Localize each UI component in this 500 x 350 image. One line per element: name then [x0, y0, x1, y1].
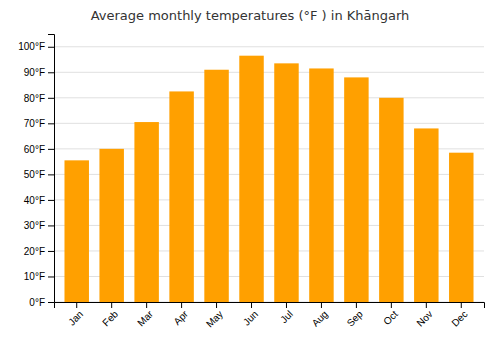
- y-tick-mark: [48, 251, 54, 252]
- bar: [379, 98, 403, 302]
- x-tick-mark: [286, 302, 287, 308]
- bar: [274, 63, 298, 302]
- grid-line: [54, 72, 484, 73]
- y-tick-mark: [48, 225, 54, 226]
- x-tick-mark: [111, 302, 112, 308]
- bar: [169, 91, 193, 302]
- x-tick-mark: [181, 302, 182, 308]
- y-tick: 100°F: [18, 41, 54, 52]
- x-tick-label: Jan: [66, 308, 85, 327]
- y-tick-mark: [48, 149, 54, 150]
- grid-line: [54, 46, 484, 47]
- y-tick: 30°F: [24, 220, 54, 231]
- y-tick-label: 40°F: [24, 195, 45, 206]
- y-tick: 60°F: [24, 144, 54, 155]
- grid-line: [54, 97, 484, 98]
- grid-line: [54, 123, 484, 124]
- x-tick-label: Feb: [100, 308, 120, 328]
- x-tick: Jul: [278, 302, 295, 325]
- x-tick-mark: [146, 302, 147, 308]
- bar: [414, 128, 438, 302]
- y-tick: 0°F: [29, 297, 54, 308]
- x-tick: Dec: [449, 302, 469, 329]
- y-tick-mark: [48, 200, 54, 201]
- x-tick-label: Aug: [310, 308, 330, 328]
- x-tick: Jun: [241, 302, 260, 328]
- y-tick-mark: [48, 123, 54, 124]
- bars: [64, 56, 473, 302]
- x-tick-label: Sep: [345, 308, 366, 329]
- x-tick-mark: [426, 302, 427, 308]
- x-tick-label: Mar: [135, 308, 155, 328]
- x-tick-mark: [391, 302, 392, 308]
- bar: [239, 56, 263, 302]
- y-tick: 80°F: [24, 93, 54, 104]
- y-tick-label: 10°F: [24, 271, 45, 282]
- x-tick: Nov: [414, 302, 434, 329]
- bar: [204, 70, 228, 302]
- x-tick-mark: [76, 302, 77, 308]
- bar: [99, 149, 123, 302]
- x-tick: Jan: [66, 302, 85, 328]
- x-tick: Oct: [381, 302, 400, 327]
- x-tick: Mar: [135, 302, 155, 328]
- x-tick-mark: [251, 302, 252, 308]
- y-tick-label: 20°F: [24, 246, 45, 257]
- x-tick: Apr: [171, 302, 190, 327]
- y-tick-label: 90°F: [24, 67, 45, 78]
- y-tick-label: 60°F: [24, 144, 45, 155]
- y-tick: 10°F: [24, 271, 54, 282]
- x-tick: Feb: [100, 302, 120, 328]
- chart-container: 0°F 10°F 20°F 30°F 40°F 50°F 60°F 70°F 80°F 90°F 1…: [0, 0, 500, 350]
- bar: [449, 153, 473, 302]
- plot-area: 0°F 10°F 20°F 30°F 40°F 50°F 60°F 70°F 80°F 90°F 1…: [18, 35, 484, 330]
- x-tick-label: May: [204, 308, 225, 329]
- y-tick-label: 70°F: [24, 118, 45, 129]
- y-axis: 0°F 10°F 20°F 30°F 40°F 50°F 60°F 70°F 80°F 90°F 1…: [18, 35, 54, 308]
- y-tick-mark: [48, 276, 54, 277]
- y-tick-mark: [48, 47, 54, 48]
- grid: [54, 47, 484, 302]
- y-tick: 70°F: [24, 118, 54, 129]
- x-axis: Jan Feb Mar Apr May Jun Jul Aug Sep Oct Nov Dec: [55, 302, 485, 330]
- x-tick: Sep: [345, 302, 366, 329]
- y-tick-mark: [48, 174, 54, 175]
- y-tick-mark: [48, 98, 54, 99]
- x-tick-mark: [321, 302, 322, 308]
- x-axis-line: [55, 303, 485, 309]
- x-tick-label: Apr: [171, 308, 190, 327]
- x-tick-label: Dec: [449, 308, 469, 328]
- y-tick-label: 80°F: [24, 93, 45, 104]
- x-tick: Aug: [310, 302, 330, 329]
- x-tick-label: Oct: [381, 308, 400, 327]
- x-tick-mark: [356, 302, 357, 308]
- y-tick-label: 0°F: [29, 297, 45, 308]
- y-tick: 90°F: [24, 67, 54, 78]
- x-tick-mark: [461, 302, 462, 308]
- y-tick: 20°F: [24, 246, 54, 257]
- y-tick-label: 100°F: [18, 41, 45, 52]
- bar: [309, 68, 333, 302]
- bar: [134, 122, 158, 302]
- bar: [344, 77, 368, 302]
- bar: [64, 160, 88, 302]
- y-axis-line: [48, 35, 55, 303]
- y-tick: 50°F: [24, 169, 54, 180]
- x-tick-label: Nov: [414, 308, 434, 328]
- x-tick-label: Jul: [278, 308, 295, 325]
- x-tick-label: Jun: [241, 308, 260, 327]
- y-tick-label: 50°F: [24, 169, 45, 180]
- chart-svg: 0°F 10°F 20°F 30°F 40°F 50°F 60°F 70°F 80°F 90°F 1…: [0, 0, 500, 350]
- y-tick-mark: [48, 302, 54, 303]
- y-tick: 40°F: [24, 195, 54, 206]
- y-tick-label: 30°F: [24, 220, 45, 231]
- x-tick-mark: [216, 302, 217, 308]
- title: Average monthly temperatures (°F ) in Kh…: [91, 8, 410, 23]
- x-tick: May: [204, 302, 225, 330]
- y-tick-mark: [48, 72, 54, 73]
